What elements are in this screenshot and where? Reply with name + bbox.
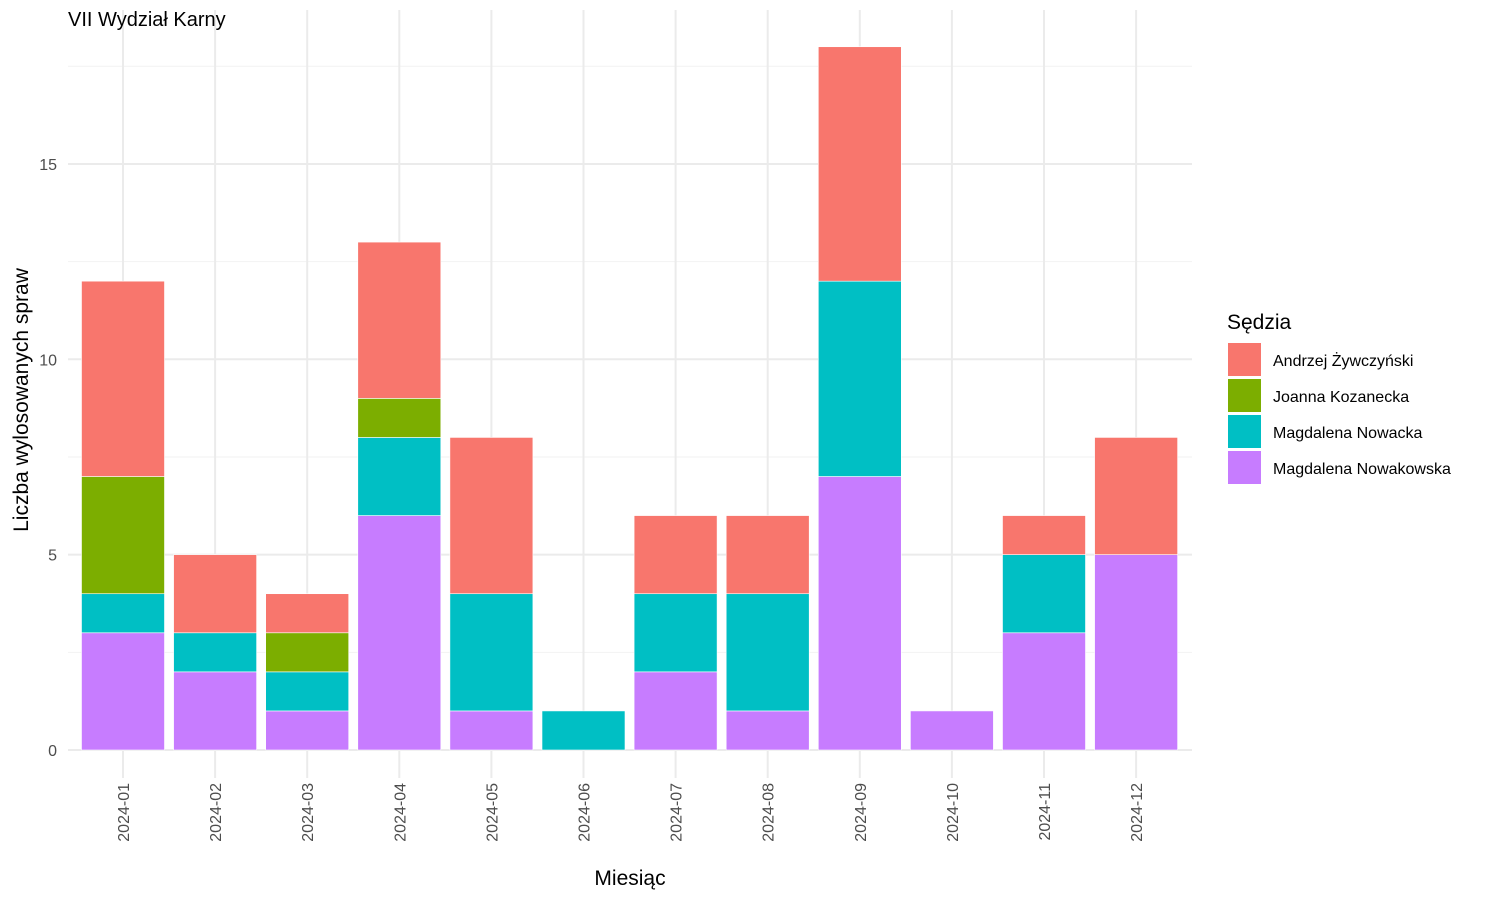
bar-segment <box>81 280 165 477</box>
legend-label: Joanna Kozanecka <box>1273 389 1409 406</box>
x-tick-label: 2024-02 <box>208 783 225 842</box>
bar-segment <box>1002 554 1086 634</box>
x-tick-label: 2024-10 <box>945 783 962 842</box>
y-tick-label: 10 <box>39 352 57 369</box>
bar-segment <box>81 593 165 634</box>
y-tick-label: 15 <box>39 157 57 174</box>
y-axis-ticks: 0 5 10 15 <box>39 157 57 760</box>
bar-segment <box>357 241 442 399</box>
bar-segment <box>357 398 442 438</box>
legend-swatch <box>1228 415 1261 448</box>
y-tick-label: 0 <box>48 743 57 760</box>
bar-segment <box>265 671 350 712</box>
bar-segment <box>725 593 810 712</box>
bar-segment <box>357 437 442 516</box>
legend-label: Andrzej Żywczyński <box>1273 351 1413 370</box>
bar-segment <box>633 515 718 595</box>
bar-segment <box>817 46 902 282</box>
y-tick-label: 5 <box>48 548 57 565</box>
legend-label: Magdalena Nowakowska <box>1273 461 1451 478</box>
x-tick-label: 2024-07 <box>669 783 686 842</box>
legend-label: Magdalena Nowacka <box>1273 425 1423 442</box>
bar-segment <box>265 710 350 751</box>
x-tick-label: 2024-12 <box>1129 783 1146 842</box>
bar-segment <box>1002 515 1086 555</box>
bar-segment <box>633 593 718 673</box>
bar-segment <box>1002 632 1086 751</box>
x-tick-label: 2024-05 <box>484 783 501 842</box>
legend: Sędzia Andrzej Żywczyński Joanna Kozaneck… <box>1227 311 1451 484</box>
x-tick-label: 2024-06 <box>577 783 594 842</box>
bar-segment <box>1094 437 1178 555</box>
x-tick-label: 2024-03 <box>300 783 317 842</box>
bar-segment <box>81 476 165 595</box>
legend-swatch <box>1228 343 1261 376</box>
bar-segment <box>817 476 902 751</box>
x-tick-label: 2024-11 <box>1037 783 1054 841</box>
bar-segment <box>173 671 257 751</box>
bar-segment <box>173 632 257 673</box>
x-axis-title: Miesiąc <box>594 867 665 890</box>
y-axis-title: Liczba wylosowanych spraw <box>10 267 33 532</box>
bar-segment <box>725 515 810 595</box>
bars <box>81 46 1178 751</box>
bar-segment <box>265 593 350 634</box>
x-axis-ticks: 2024-01 2024-02 2024-03 2024-04 2024-05 2024-… <box>116 783 1146 842</box>
x-tick-label: 2024-09 <box>853 783 870 842</box>
legend-swatch <box>1228 379 1261 412</box>
x-tick-label: 2024-08 <box>761 783 778 842</box>
bar-segment <box>449 710 534 751</box>
bar-segment <box>541 710 626 751</box>
bar-segment <box>449 593 534 712</box>
bar-segment <box>357 515 442 751</box>
bar-segment <box>633 671 718 751</box>
bar-segment <box>725 710 810 751</box>
bar-segment <box>81 632 165 751</box>
bar-segment <box>1094 554 1178 751</box>
bar-segment <box>817 280 902 477</box>
x-tick-label: 2024-04 <box>392 783 409 842</box>
x-tick-label: 2024-01 <box>116 783 133 842</box>
legend-title: Sędzia <box>1227 311 1292 334</box>
legend-swatch <box>1228 451 1261 484</box>
chart-title: VII Wydział Karny <box>68 9 226 31</box>
bar-segment <box>449 437 534 595</box>
bar-segment <box>265 632 350 673</box>
bar-segment <box>910 710 994 751</box>
bar-segment <box>173 554 257 634</box>
